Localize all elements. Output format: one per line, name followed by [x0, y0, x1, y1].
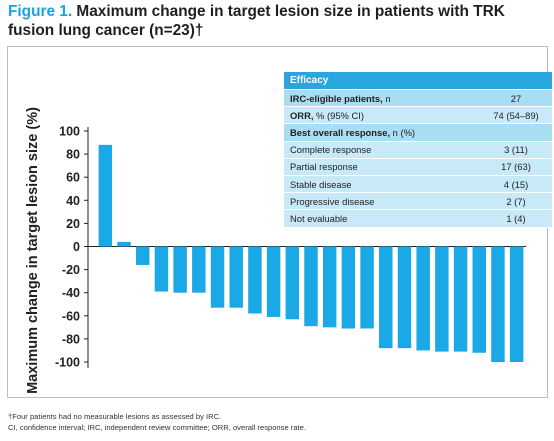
y-tick-label: -20 — [62, 263, 80, 277]
efficacy-row-label: Complete response — [284, 141, 480, 159]
efficacy-table: Efficacy IRC-eligible patients, n 27 ORR, … — [284, 72, 552, 228]
y-tick-label: 80 — [66, 148, 80, 162]
bar — [416, 246, 430, 351]
efficacy-row-label-text: n (%) — [390, 126, 416, 138]
efficacy-row-value: 74 (54–89) — [480, 106, 552, 125]
bar — [453, 246, 468, 352]
y-tick-label: -80 — [62, 332, 80, 346]
efficacy-row: Best overall response, n (%) — [284, 123, 552, 142]
bar — [192, 246, 206, 293]
bar — [98, 144, 113, 247]
bar — [435, 246, 449, 352]
figure-title: Figure 1. Maximum change in target lesio… — [8, 2, 548, 40]
bar — [304, 246, 318, 327]
bar — [136, 246, 150, 265]
efficacy-row-value: 1 (4) — [480, 209, 552, 228]
bar — [266, 246, 281, 317]
efficacy-row-label: Progressive disease — [284, 192, 480, 211]
bar — [285, 246, 300, 320]
efficacy-row-label: Stable disease — [284, 175, 480, 194]
figure-label: Figure 1. — [8, 3, 73, 20]
efficacy-row-value: 3 (11) — [480, 141, 552, 159]
efficacy-row-label-text: Not evaluable — [290, 212, 348, 224]
footnote-1: †Four patients had no measurable lesions… — [8, 412, 222, 421]
bar — [117, 241, 131, 247]
efficacy-row-value — [480, 123, 552, 142]
efficacy-row-label-text: Progressive disease — [290, 195, 375, 207]
y-tick-label: 100 — [59, 125, 80, 139]
efficacy-row: IRC-eligible patients, n 27 — [284, 89, 552, 108]
figure-title-text: Maximum change in target lesion size in … — [8, 3, 505, 39]
efficacy-row: Stable disease 4 (15) — [284, 175, 552, 194]
y-tick-label: -60 — [62, 309, 80, 323]
y-tick-label: 40 — [66, 194, 80, 208]
efficacy-table-header: Efficacy — [284, 72, 552, 90]
efficacy-row-label: Not evaluable — [284, 209, 480, 228]
bar — [341, 246, 356, 329]
efficacy-row: Not evaluable 1 (4) — [284, 209, 552, 228]
efficacy-row-value: 27 — [480, 89, 552, 108]
bar — [154, 246, 169, 292]
efficacy-row-label-bold: ORR, — [290, 109, 314, 121]
efficacy-row: ORR, % (95% CI) 74 (54–89) — [284, 106, 552, 125]
efficacy-row-label: ORR, % (95% CI) — [284, 106, 480, 125]
efficacy-row-value: 4 (15) — [480, 175, 552, 194]
efficacy-row-label: Partial response — [284, 158, 480, 176]
y-tick-label: 20 — [66, 217, 80, 231]
efficacy-row: Partial response 17 (63) — [284, 158, 552, 176]
bar — [248, 246, 262, 314]
efficacy-header-label: Efficacy — [284, 72, 552, 90]
efficacy-row-label-text: n — [382, 92, 391, 104]
efficacy-row: Progressive disease 2 (7) — [284, 192, 552, 211]
efficacy-row-value: 17 (63) — [480, 158, 552, 176]
efficacy-row-label: Best overall response, n (%) — [284, 123, 480, 142]
bar — [379, 246, 393, 349]
efficacy-row-value: 2 (7) — [480, 192, 552, 211]
bar — [509, 246, 524, 362]
bar — [210, 246, 225, 308]
efficacy-row-label-text: Partial response — [290, 161, 358, 173]
efficacy-row-label-bold: IRC-eligible patients, — [290, 92, 383, 104]
efficacy-row-label: IRC-eligible patients, n — [284, 89, 480, 108]
bar — [322, 246, 337, 328]
y-axis-label: Maximum change in target lesion size (%) — [25, 107, 41, 394]
y-tick-label: 0 — [73, 240, 80, 254]
y-tick-label: -40 — [62, 286, 80, 300]
footnote-2: CI, confidence interval; IRC, independen… — [8, 423, 306, 432]
efficacy-row-label-bold: Best overall response, — [290, 126, 391, 138]
efficacy-row-label-text: Stable disease — [290, 178, 352, 190]
y-tick-label: -100 — [55, 356, 80, 370]
bar — [360, 246, 374, 329]
bar — [491, 246, 505, 362]
bar — [397, 246, 412, 349]
y-tick-label: 60 — [66, 171, 80, 185]
bar — [173, 246, 187, 293]
efficacy-row: Complete response 3 (11) — [284, 141, 552, 159]
bar — [472, 246, 486, 353]
efficacy-row-label-text: Complete response — [290, 144, 372, 156]
bar — [229, 246, 243, 308]
efficacy-row-label-text: % (95% CI) — [313, 109, 364, 121]
